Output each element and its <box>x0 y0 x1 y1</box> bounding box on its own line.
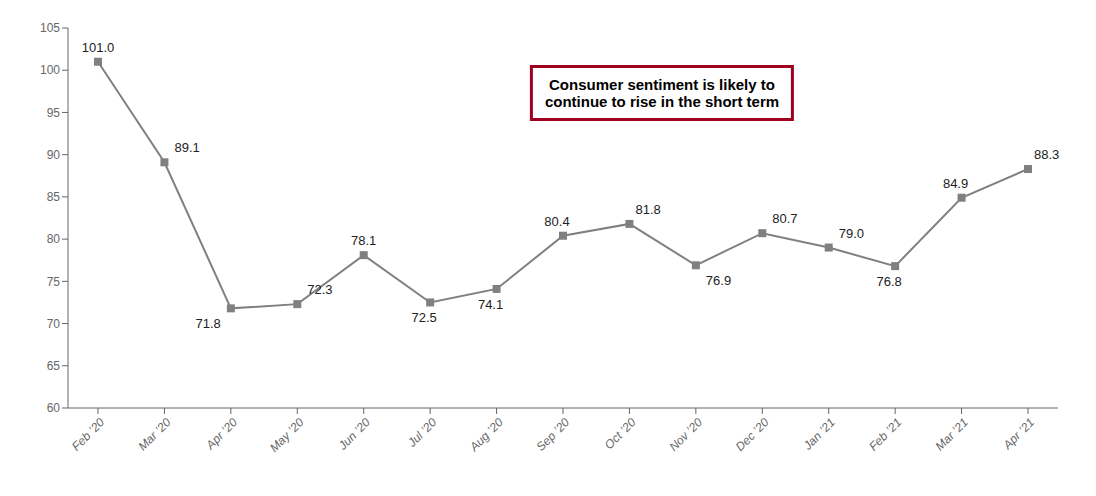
svg-text:100: 100 <box>40 63 60 77</box>
svg-text:79.0: 79.0 <box>839 226 864 241</box>
svg-text:72.5: 72.5 <box>411 310 436 325</box>
svg-text:Oct ’20: Oct ’20 <box>602 415 639 452</box>
svg-text:Jun ’20: Jun ’20 <box>335 415 373 453</box>
svg-text:76.9: 76.9 <box>706 273 731 288</box>
svg-text:70: 70 <box>47 317 61 331</box>
svg-text:90: 90 <box>47 148 61 162</box>
svg-text:Feb ’20: Feb ’20 <box>69 415 107 453</box>
svg-text:60: 60 <box>47 401 61 415</box>
svg-text:Mar ’21: Mar ’21 <box>933 415 971 453</box>
svg-text:95: 95 <box>47 106 61 120</box>
svg-text:80.7: 80.7 <box>772 211 797 226</box>
svg-text:81.8: 81.8 <box>635 202 660 217</box>
svg-text:Mar ’20: Mar ’20 <box>135 415 173 453</box>
svg-text:88.3: 88.3 <box>1034 147 1059 162</box>
svg-text:Aug ’20: Aug ’20 <box>466 415 506 455</box>
svg-text:78.1: 78.1 <box>351 233 376 248</box>
svg-text:75: 75 <box>47 275 61 289</box>
svg-text:May ’20: May ’20 <box>267 415 307 455</box>
svg-text:84.9: 84.9 <box>943 176 968 191</box>
svg-text:Sep ’20: Sep ’20 <box>534 415 573 454</box>
svg-text:71.8: 71.8 <box>196 316 221 331</box>
svg-text:76.8: 76.8 <box>876 274 901 289</box>
html-text:continue to rise in the short: continue to rise in the short term <box>544 92 780 110</box>
svg-text:Apr ’21: Apr ’21 <box>1000 415 1037 452</box>
svg-text:80.4: 80.4 <box>544 214 569 229</box>
svg-text:Feb ’21: Feb ’21 <box>866 415 904 453</box>
svg-text:89.1: 89.1 <box>174 140 199 155</box>
svg-text:65: 65 <box>47 359 61 373</box>
html-text:Consumer sentiment is likely t: Consumer sentiment is likely to <box>549 75 775 93</box>
svg-text:72.3: 72.3 <box>307 282 332 297</box>
svg-text:Jan ’21: Jan ’21 <box>800 415 838 453</box>
svg-text:Apr ’20: Apr ’20 <box>203 415 241 453</box>
svg-text:85: 85 <box>47 190 61 204</box>
svg-text:101.0: 101.0 <box>82 40 115 55</box>
svg-text:105: 105 <box>40 21 60 35</box>
svg-text:Nov ’20: Nov ’20 <box>666 415 705 454</box>
svg-text:80: 80 <box>47 232 61 246</box>
svg-text:Dec ’20: Dec ’20 <box>733 415 772 454</box>
svg-text:74.1: 74.1 <box>478 297 503 312</box>
svg-text:Jul ’20: Jul ’20 <box>404 415 439 450</box>
